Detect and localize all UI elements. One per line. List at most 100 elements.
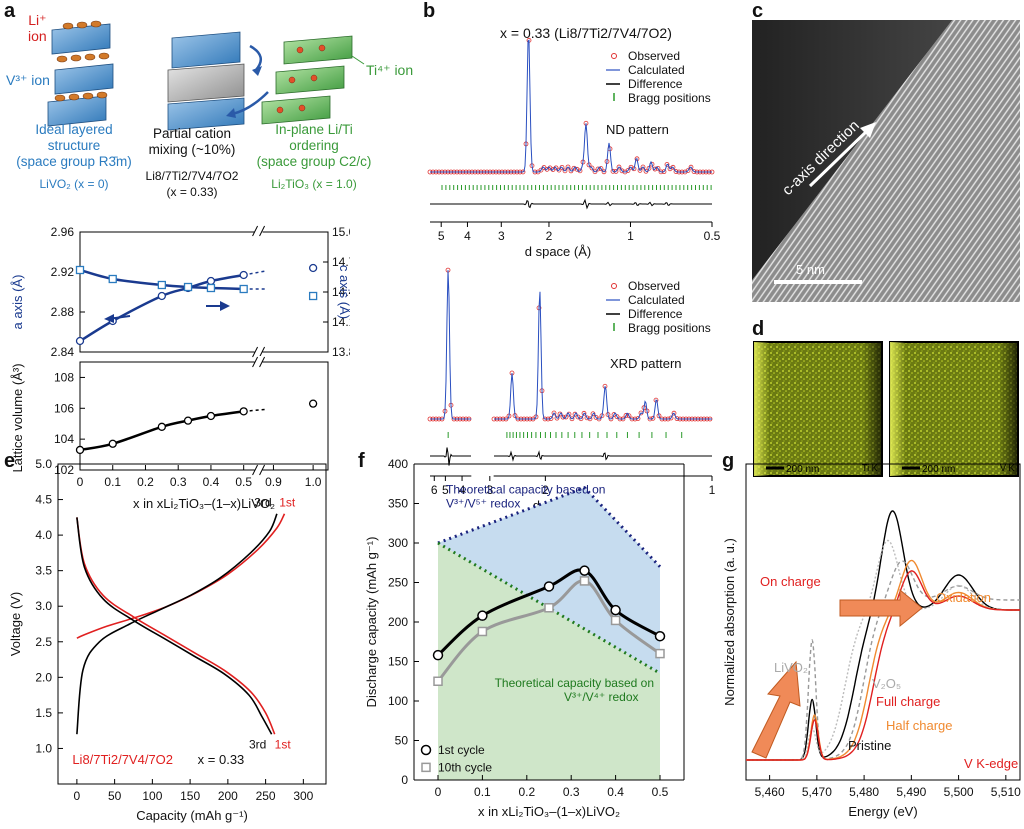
y-tick-label: 50 — [395, 734, 409, 748]
nd-x-tick-label: 4 — [464, 229, 471, 243]
capacity-1st-point — [610, 604, 621, 616]
y-tick-label: 3.5 — [35, 564, 52, 578]
xrd-calculated-line — [430, 270, 471, 420]
panel-e-voltage-chart: 0 50 100 150 200 250 300 1.0 1.5 2.0 2.5 3.0 3.5 4.0 4… — [8, 457, 327, 823]
capacity-10th-point — [655, 648, 665, 659]
a-axis-point — [308, 263, 318, 273]
mixing-caption: Partial cation mixing (~10%) Li8/7Ti2/7V… — [138, 126, 246, 200]
nd-observed-point — [562, 168, 568, 174]
x-tick-label: 0.5 — [652, 785, 669, 799]
layered-caption: Ideal layered structure (space group R3̄… — [6, 122, 142, 192]
mixing-caption-line2: mixing (~10%) — [148, 142, 236, 157]
x-tick-label: 5,460 — [755, 785, 785, 799]
ordering-formula: Li₂TiO₃ (x = 1.0) — [271, 177, 357, 191]
x-tick-label: 1.0 — [305, 475, 322, 489]
xrd-observed-point — [554, 415, 560, 421]
v-scale-label: 200 nm — [922, 464, 955, 475]
volume-point — [157, 422, 166, 431]
x-tick-label: 5,510 — [991, 785, 1021, 799]
nd-observed-point — [640, 164, 646, 170]
volume-xlabel: x in xLi₂TiO₃–(1–x)LiVO₂ — [133, 496, 275, 511]
lattice-axes-frame — [79, 231, 329, 353]
nd-x-tick-label: 2 — [546, 229, 553, 243]
capacity-10th-point — [610, 615, 621, 626]
y-tick-label: 400 — [388, 457, 408, 471]
legend-1st-label: 1st cycle — [438, 743, 485, 757]
ordering-caption-line1: In-plane Li/Ti — [275, 122, 353, 137]
capacity-10th-point — [433, 676, 443, 686]
a-axis-arrowhead — [104, 314, 114, 323]
xrd-difference-line — [430, 447, 471, 466]
capacity-10th-point — [579, 576, 590, 586]
voltage-ylabel: Voltage (V) — [8, 592, 23, 656]
nd-difference-line — [430, 198, 712, 210]
discharge-1st-label: 1st — [275, 737, 292, 751]
legend-10th-label: 10th cycle — [438, 760, 492, 774]
layered-caption-line2: structure — [47, 138, 101, 153]
xrd-observed-point — [569, 416, 575, 422]
voltage-formula: Li8/7Ti2/7V4/7O2 — [72, 752, 173, 767]
layered-caption-line1: Ideal layered — [35, 122, 113, 137]
right-tick-label: 14.1 — [332, 315, 350, 329]
xrd-observed-point — [614, 414, 620, 420]
voltage-curve-3rd-discharge — [76, 517, 273, 735]
axis-break — [252, 346, 259, 358]
volume-point — [183, 416, 193, 425]
c-axis-point — [206, 283, 216, 293]
xrd-legend-difference: Difference — [628, 307, 683, 321]
x-tick-label: 150 — [180, 789, 200, 803]
voltage-curve-1st-charge — [76, 513, 286, 639]
xrd-observed-point — [581, 410, 587, 416]
right-tick-label: 13.8 — [332, 345, 350, 359]
v34-annotation-line1: Theoretical capacity based on — [495, 676, 654, 690]
nd-observed-point — [598, 166, 604, 171]
nd-x-tick-label: 3 — [498, 229, 505, 243]
volume-point — [206, 411, 216, 421]
v-map: 200 nm V K — [889, 341, 1019, 477]
ti-ion-label: Ti⁴⁺ ion — [366, 62, 414, 78]
voltage-xlabel: Capacity (mAh g⁻¹) — [136, 808, 248, 823]
nd-observed-point — [664, 162, 670, 167]
voltage-curve-3rd-charge — [76, 513, 278, 735]
x-tick-label: 0.9 — [265, 475, 282, 489]
capacity-1st-point — [432, 649, 444, 661]
nd-observed-point — [637, 167, 643, 173]
x-tick-label: 300 — [293, 789, 313, 803]
c-axis-ylabel: c axis (Å) — [337, 265, 350, 319]
li-ion-label: Li⁺ ion — [28, 12, 47, 44]
mixing-formula: Li8/7Ti2/7V4/7O2 — [145, 169, 239, 183]
c-axis-arrowhead — [220, 301, 230, 311]
charge-3rd-label: 3rd — [254, 496, 271, 510]
y-tick-label: 100 — [388, 694, 408, 708]
nd-x-tick-label: 5 — [438, 229, 445, 243]
xrd-annotation: XRD pattern — [610, 356, 682, 371]
nd-observed-point — [589, 165, 595, 171]
v35-region — [438, 487, 660, 674]
axis-break — [252, 464, 259, 476]
v35-annotation-line1: Theoretical capacity based on — [446, 483, 605, 497]
y-tick-label: 2.5 — [35, 635, 52, 649]
pristine-label: Pristine — [848, 738, 891, 753]
xrd-observed-point — [563, 414, 569, 420]
a-axis-ylabel: a axis (Å) — [10, 275, 25, 330]
capacity-1st-point — [579, 565, 590, 576]
x-tick-label: 0.3 — [563, 785, 580, 799]
half-charge-label: Half charge — [886, 718, 952, 733]
a-axis-point — [75, 336, 85, 346]
c-axis-point — [308, 291, 318, 301]
capacity-1st-point — [654, 630, 666, 642]
nd-observed-point — [601, 169, 607, 175]
a-axis-point — [157, 291, 166, 301]
oxidation-label: Oxidation — [936, 590, 991, 605]
charge-1st-label: 1st — [279, 496, 296, 510]
left-tick-label: 2.96 — [51, 225, 75, 239]
axis-break — [259, 225, 266, 237]
panel-b-diffraction-charts: x = 0.33 (Li8/7Ti2/7V4/7O2) ND pattern Obs… — [427, 25, 721, 513]
xrd-legend-bragg: Bragg positions — [628, 321, 711, 335]
axis-break-gap — [254, 464, 263, 476]
y-tick-label: 3.0 — [35, 599, 52, 613]
x-tick-label: 200 — [218, 789, 238, 803]
xrd-observed-point — [623, 413, 629, 418]
nd-legend-bragg: Bragg positions — [628, 91, 711, 105]
nd-observed-point — [685, 168, 691, 174]
